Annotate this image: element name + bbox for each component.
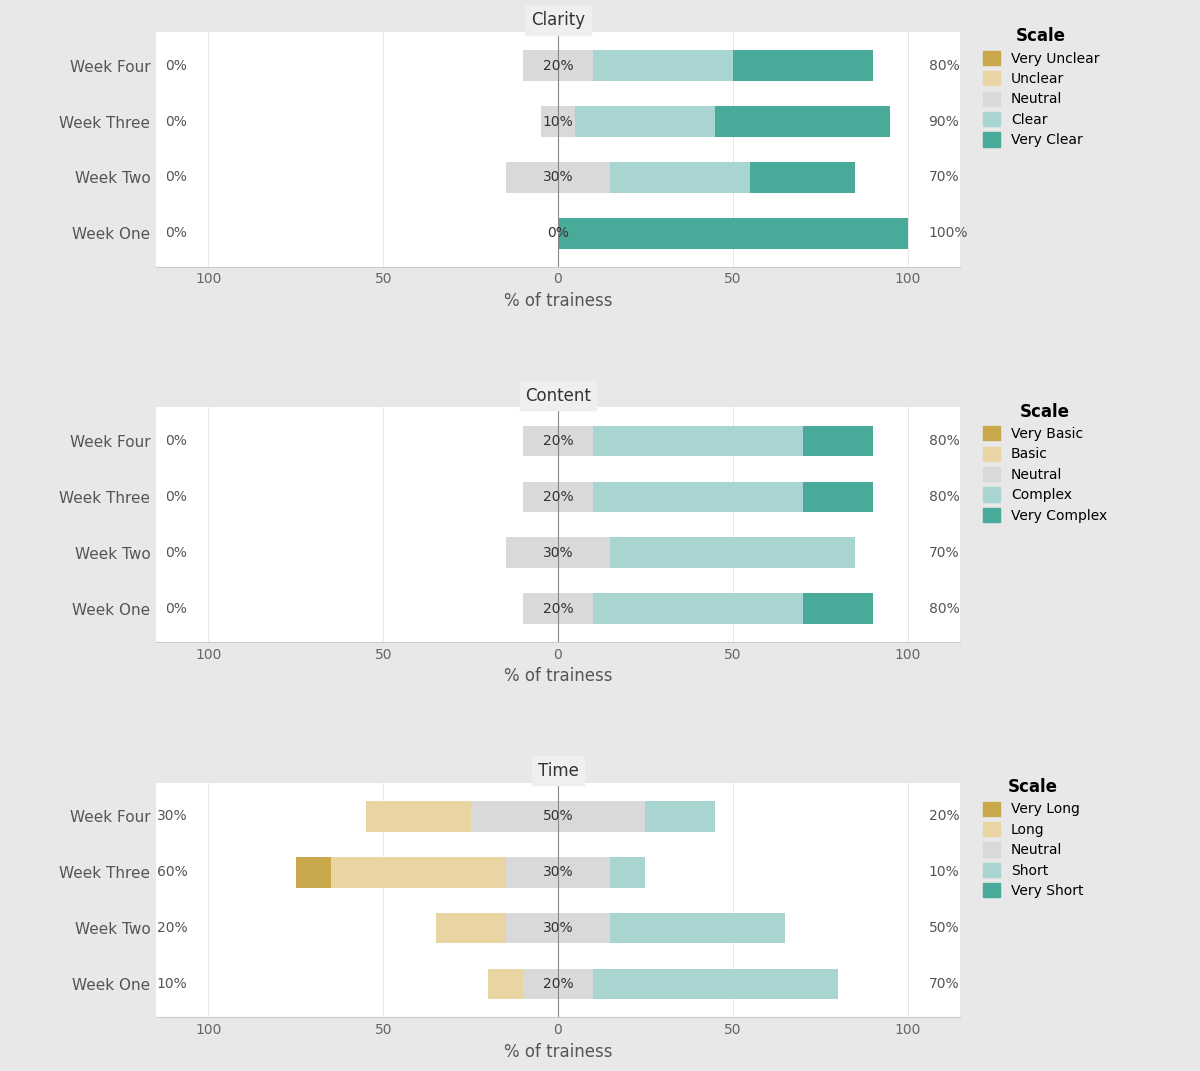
Title: Time: Time	[538, 761, 578, 780]
Text: 30%: 30%	[542, 865, 574, 879]
Bar	[523, 593, 558, 624]
Text: 70%: 70%	[929, 170, 959, 184]
Text: 0%: 0%	[166, 115, 187, 129]
Title: Clarity: Clarity	[530, 11, 586, 29]
Bar	[523, 50, 558, 81]
Bar	[540, 106, 558, 137]
Bar	[733, 50, 872, 81]
Bar	[558, 912, 611, 944]
Bar	[558, 482, 593, 512]
Bar	[470, 801, 558, 832]
Bar	[646, 801, 715, 832]
Text: 80%: 80%	[929, 59, 959, 73]
Bar	[715, 106, 890, 137]
Bar	[505, 162, 558, 193]
Text: 60%: 60%	[157, 865, 187, 879]
Bar	[750, 162, 856, 193]
Bar	[558, 106, 576, 137]
Bar	[558, 425, 593, 456]
Text: 30%: 30%	[542, 546, 574, 560]
Bar	[593, 425, 803, 456]
Text: 30%: 30%	[542, 921, 574, 935]
Text: 90%: 90%	[929, 115, 959, 129]
Text: 100%: 100%	[929, 226, 968, 240]
Text: 10%: 10%	[157, 977, 187, 991]
Title: Content: Content	[526, 387, 590, 405]
Bar	[558, 593, 593, 624]
Bar	[505, 538, 558, 568]
Text: 50%: 50%	[542, 810, 574, 824]
Bar	[558, 968, 593, 999]
Text: 20%: 20%	[542, 434, 574, 448]
Text: 0%: 0%	[166, 489, 187, 503]
Bar	[803, 482, 872, 512]
Text: 70%: 70%	[929, 977, 959, 991]
Bar	[523, 425, 558, 456]
Bar	[593, 593, 803, 624]
Text: 0%: 0%	[166, 59, 187, 73]
Text: 80%: 80%	[929, 602, 959, 616]
Text: 20%: 20%	[542, 602, 574, 616]
Bar	[488, 968, 523, 999]
Text: 20%: 20%	[542, 59, 574, 73]
Text: 80%: 80%	[929, 489, 959, 503]
Bar	[558, 162, 611, 193]
Text: 70%: 70%	[929, 546, 959, 560]
Text: 20%: 20%	[542, 977, 574, 991]
Text: 20%: 20%	[542, 489, 574, 503]
X-axis label: % of trainess: % of trainess	[504, 1042, 612, 1060]
Bar	[593, 50, 733, 81]
Bar	[611, 162, 750, 193]
Text: 30%: 30%	[157, 810, 187, 824]
Bar	[296, 857, 331, 888]
X-axis label: % of trainess: % of trainess	[504, 667, 612, 685]
Bar	[558, 857, 611, 888]
Bar	[558, 217, 907, 248]
Bar	[505, 857, 558, 888]
Legend: Very Unclear, Unclear, Neutral, Clear, Very Clear: Very Unclear, Unclear, Neutral, Clear, V…	[983, 28, 1099, 147]
Bar	[611, 538, 856, 568]
Bar	[558, 50, 593, 81]
Text: 30%: 30%	[542, 170, 574, 184]
Legend: Very Long, Long, Neutral, Short, Very Short: Very Long, Long, Neutral, Short, Very Sh…	[983, 778, 1084, 897]
Bar	[505, 912, 558, 944]
Bar	[558, 538, 611, 568]
Text: 0%: 0%	[166, 170, 187, 184]
Bar	[436, 912, 505, 944]
Bar	[576, 106, 715, 137]
Text: 50%: 50%	[929, 921, 959, 935]
Bar	[593, 968, 838, 999]
Legend: Very Basic, Basic, Neutral, Complex, Very Complex: Very Basic, Basic, Neutral, Complex, Ver…	[983, 403, 1108, 523]
Text: 0%: 0%	[166, 434, 187, 448]
Bar	[803, 593, 872, 624]
Bar	[593, 482, 803, 512]
Text: 20%: 20%	[929, 810, 959, 824]
Text: 0%: 0%	[166, 546, 187, 560]
Bar	[558, 801, 646, 832]
Text: 80%: 80%	[929, 434, 959, 448]
Bar	[611, 912, 785, 944]
Bar	[331, 857, 505, 888]
Text: 10%: 10%	[542, 115, 574, 129]
Text: 0%: 0%	[166, 602, 187, 616]
Bar	[803, 425, 872, 456]
Text: 10%: 10%	[929, 865, 959, 879]
Text: 0%: 0%	[547, 226, 569, 240]
Bar	[366, 801, 470, 832]
X-axis label: % of trainess: % of trainess	[504, 291, 612, 310]
Text: 0%: 0%	[166, 226, 187, 240]
Text: 20%: 20%	[157, 921, 187, 935]
Bar	[523, 482, 558, 512]
Bar	[611, 857, 646, 888]
Bar	[523, 968, 558, 999]
